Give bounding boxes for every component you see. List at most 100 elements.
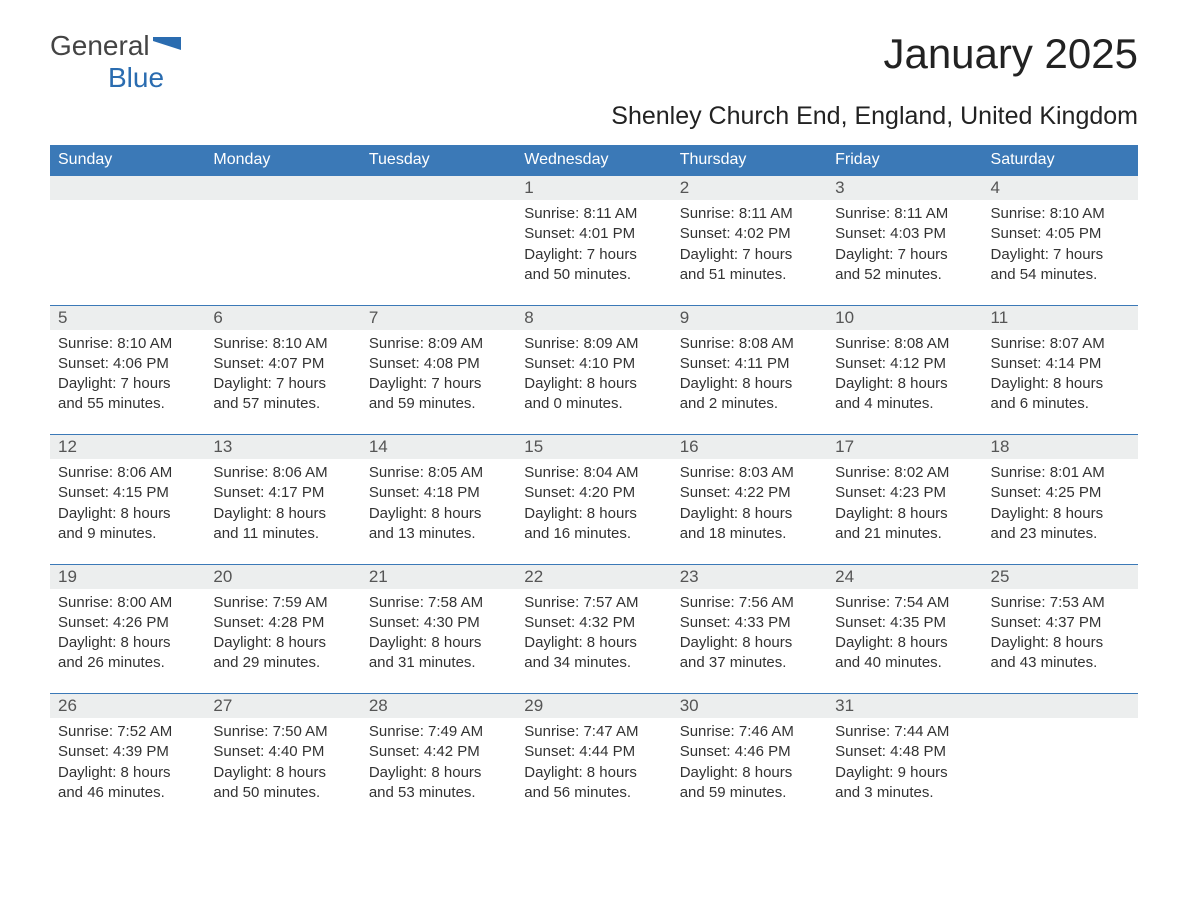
sunset-text: Sunset: 4:37 PM [991,613,1130,633]
daylight-text: and 55 minutes. [58,394,197,414]
sunset-text: Sunset: 4:42 PM [369,742,508,762]
daylight-text: and 50 minutes. [524,265,663,285]
day-content-cell: Sunrise: 8:01 AMSunset: 4:25 PMDaylight:… [983,459,1138,564]
daylight-text: Daylight: 8 hours [991,374,1130,394]
day-content-cell: Sunrise: 7:47 AMSunset: 4:44 PMDaylight:… [516,718,671,823]
day-content-cell: Sunrise: 8:10 AMSunset: 4:05 PMDaylight:… [983,200,1138,305]
daylight-text: Daylight: 8 hours [680,633,819,653]
sunrise-text: Sunrise: 7:57 AM [524,593,663,613]
day-number-cell: 9 [672,305,827,330]
sunset-text: Sunset: 4:26 PM [58,613,197,633]
day-content-cell: Sunrise: 7:57 AMSunset: 4:32 PMDaylight:… [516,589,671,694]
day-number-cell: 15 [516,435,671,460]
day-number-cell: 28 [361,694,516,719]
sunrise-text: Sunrise: 8:08 AM [680,334,819,354]
day-number-cell [361,176,516,201]
day-number-cell: 11 [983,305,1138,330]
daylight-text: and 34 minutes. [524,653,663,673]
sunset-text: Sunset: 4:25 PM [991,483,1130,503]
daylight-text: and 31 minutes. [369,653,508,673]
sunset-text: Sunset: 4:33 PM [680,613,819,633]
day-content-cell: Sunrise: 7:44 AMSunset: 4:48 PMDaylight:… [827,718,982,823]
weekday-header: Sunday [50,145,205,176]
day-number-cell: 6 [205,305,360,330]
day-content-cell: Sunrise: 8:02 AMSunset: 4:23 PMDaylight:… [827,459,982,564]
daylight-text: and 16 minutes. [524,524,663,544]
sunset-text: Sunset: 4:18 PM [369,483,508,503]
sunrise-text: Sunrise: 8:07 AM [991,334,1130,354]
sunrise-text: Sunrise: 7:59 AM [213,593,352,613]
daylight-text: Daylight: 9 hours [835,763,974,783]
day-content-cell: Sunrise: 8:06 AMSunset: 4:17 PMDaylight:… [205,459,360,564]
sunrise-text: Sunrise: 8:11 AM [680,204,819,224]
day-content-cell: Sunrise: 7:50 AMSunset: 4:40 PMDaylight:… [205,718,360,823]
daylight-text: and 53 minutes. [369,783,508,803]
sunset-text: Sunset: 4:40 PM [213,742,352,762]
day-number-cell: 3 [827,176,982,201]
daylight-text: Daylight: 8 hours [524,763,663,783]
sunrise-text: Sunrise: 8:05 AM [369,463,508,483]
day-content-row: Sunrise: 8:00 AMSunset: 4:26 PMDaylight:… [50,589,1138,694]
daylight-text: Daylight: 8 hours [58,633,197,653]
daylight-text: and 40 minutes. [835,653,974,673]
daylight-text: and 59 minutes. [680,783,819,803]
sunrise-text: Sunrise: 7:44 AM [835,722,974,742]
weekday-header-row: SundayMondayTuesdayWednesdayThursdayFrid… [50,145,1138,176]
sunset-text: Sunset: 4:14 PM [991,354,1130,374]
sunrise-text: Sunrise: 7:47 AM [524,722,663,742]
daylight-text: Daylight: 8 hours [524,633,663,653]
day-content-cell: Sunrise: 7:56 AMSunset: 4:33 PMDaylight:… [672,589,827,694]
day-number-cell: 19 [50,564,205,589]
day-number-cell [983,694,1138,719]
daylight-text: Daylight: 7 hours [213,374,352,394]
day-number-row: 262728293031 [50,694,1138,719]
day-number-cell: 21 [361,564,516,589]
sunrise-text: Sunrise: 8:10 AM [991,204,1130,224]
day-number-cell: 23 [672,564,827,589]
weekday-header: Thursday [672,145,827,176]
daylight-text: and 4 minutes. [835,394,974,414]
daylight-text: Daylight: 8 hours [680,504,819,524]
daylight-text: and 29 minutes. [213,653,352,673]
sunset-text: Sunset: 4:28 PM [213,613,352,633]
day-content-row: Sunrise: 7:52 AMSunset: 4:39 PMDaylight:… [50,718,1138,823]
weekday-header: Monday [205,145,360,176]
sunset-text: Sunset: 4:15 PM [58,483,197,503]
day-number-cell: 31 [827,694,982,719]
daylight-text: and 18 minutes. [680,524,819,544]
flag-icon [153,30,181,48]
sunset-text: Sunset: 4:17 PM [213,483,352,503]
daylight-text: Daylight: 8 hours [213,504,352,524]
day-number-cell: 12 [50,435,205,460]
day-content-cell: Sunrise: 8:07 AMSunset: 4:14 PMDaylight:… [983,330,1138,435]
daylight-text: and 3 minutes. [835,783,974,803]
day-content-cell: Sunrise: 8:11 AMSunset: 4:02 PMDaylight:… [672,200,827,305]
day-content-cell: Sunrise: 8:11 AMSunset: 4:03 PMDaylight:… [827,200,982,305]
day-content-row: Sunrise: 8:06 AMSunset: 4:15 PMDaylight:… [50,459,1138,564]
daylight-text: Daylight: 8 hours [835,504,974,524]
daylight-text: and 37 minutes. [680,653,819,673]
day-content-cell: Sunrise: 8:05 AMSunset: 4:18 PMDaylight:… [361,459,516,564]
daylight-text: Daylight: 8 hours [991,504,1130,524]
day-number-cell: 30 [672,694,827,719]
brand-name-2: Blue [108,62,164,93]
sunrise-text: Sunrise: 7:58 AM [369,593,508,613]
daylight-text: Daylight: 8 hours [213,763,352,783]
sunrise-text: Sunrise: 8:00 AM [58,593,197,613]
daylight-text: Daylight: 8 hours [369,633,508,653]
calendar-table: SundayMondayTuesdayWednesdayThursdayFrid… [50,145,1138,823]
sunrise-text: Sunrise: 8:04 AM [524,463,663,483]
day-number-cell [205,176,360,201]
sunset-text: Sunset: 4:01 PM [524,224,663,244]
daylight-text: and 11 minutes. [213,524,352,544]
day-number-row: 1234 [50,176,1138,201]
day-content-cell: Sunrise: 7:58 AMSunset: 4:30 PMDaylight:… [361,589,516,694]
sunrise-text: Sunrise: 7:50 AM [213,722,352,742]
day-number-cell [50,176,205,201]
day-number-cell: 22 [516,564,671,589]
day-number-cell: 25 [983,564,1138,589]
weekday-header: Tuesday [361,145,516,176]
day-number-cell: 17 [827,435,982,460]
sunset-text: Sunset: 4:03 PM [835,224,974,244]
sunrise-text: Sunrise: 8:08 AM [835,334,974,354]
